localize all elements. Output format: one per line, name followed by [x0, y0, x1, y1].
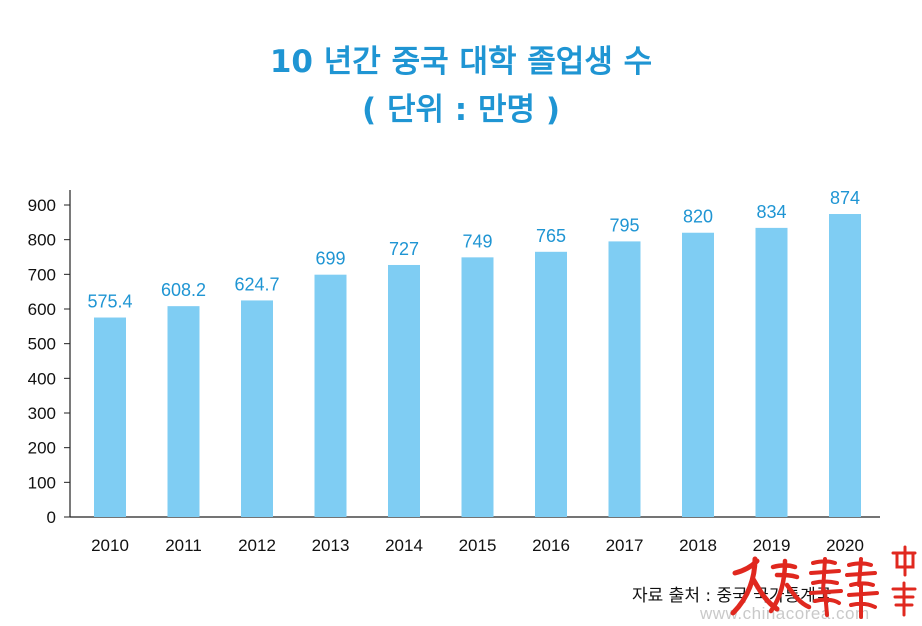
- x-tick-label: 2017: [606, 536, 644, 555]
- x-tick-label: 2020: [826, 536, 864, 555]
- chart-subtitle: ( 단위 : 만명 ): [362, 92, 560, 128]
- y-tick-label: 500: [28, 335, 56, 354]
- bar-value-label: 749: [462, 231, 492, 251]
- bar-value-label: 727: [389, 239, 419, 259]
- bar-value-label: 834: [756, 202, 786, 222]
- y-tick-label: 0: [47, 508, 56, 527]
- bar: [241, 300, 273, 517]
- people-pictorial-logo: [730, 545, 917, 619]
- y-tick-label: 900: [28, 196, 56, 215]
- bar: [314, 274, 347, 517]
- x-tick-label: 2011: [165, 536, 202, 555]
- bar: [94, 317, 126, 517]
- bar-value-label: 624.7: [234, 274, 279, 294]
- bar: [608, 241, 641, 517]
- chart-title: 10 년간 중국 대학 졸업생 수: [269, 44, 653, 80]
- bar: [755, 227, 788, 517]
- bar-value-label: 874: [830, 188, 860, 208]
- bar-value-label: 575.4: [87, 292, 132, 312]
- y-tick-label: 800: [28, 231, 56, 250]
- x-tick-label: 2014: [385, 536, 423, 555]
- x-tick-label: 2019: [753, 536, 791, 555]
- x-tick-label: 2012: [238, 536, 276, 555]
- y-tick-label: 400: [28, 369, 56, 388]
- x-tick-label: 2010: [91, 536, 129, 555]
- bar: [829, 214, 861, 517]
- bar-value-label: 820: [683, 207, 713, 227]
- x-tick-label: 2015: [459, 536, 497, 555]
- x-tick-label: 2016: [532, 536, 570, 555]
- x-tick-label: 2013: [312, 536, 350, 555]
- bar: [167, 306, 200, 517]
- y-tick-label: 700: [28, 265, 56, 284]
- bar-value-label: 765: [536, 226, 566, 246]
- bar: [682, 232, 714, 517]
- y-tick-label: 600: [28, 300, 56, 319]
- bar-value-label: 608.2: [161, 280, 206, 300]
- y-tick-label: 300: [28, 404, 56, 423]
- bar-value-label: 795: [609, 215, 639, 235]
- bar-value-label: 699: [315, 249, 345, 269]
- bar: [388, 264, 420, 517]
- bar: [461, 257, 494, 517]
- x-tick-label: 2018: [679, 536, 717, 555]
- y-tick-label: 200: [28, 439, 56, 458]
- bar: [535, 251, 567, 518]
- y-tick-label: 100: [28, 473, 56, 492]
